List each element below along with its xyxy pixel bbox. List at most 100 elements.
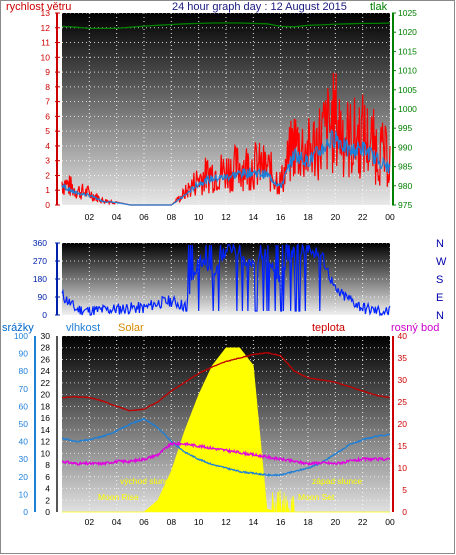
wind-tick-label: 8 bbox=[45, 82, 50, 92]
rain-tick-label: 70 bbox=[19, 384, 29, 394]
rain-tick-label: 80 bbox=[19, 366, 29, 376]
time-tick-label: 14 bbox=[249, 212, 259, 222]
time-tick-label: 20 bbox=[331, 212, 341, 222]
wind-tick-label: 0 bbox=[45, 200, 50, 210]
humidity-tick-label: 18 bbox=[41, 401, 51, 411]
direction-tick-label: 360 bbox=[33, 238, 47, 248]
time-tick-label: 16 bbox=[276, 517, 286, 527]
time-tick-label: 02 bbox=[85, 517, 95, 527]
compass-label: S bbox=[436, 274, 443, 286]
solar-area bbox=[62, 347, 390, 513]
wind-tick-label: 6 bbox=[45, 111, 50, 121]
time-tick-label: 10 bbox=[194, 212, 204, 222]
pressure-tick-label: 990 bbox=[398, 142, 412, 152]
humidity-tick-label: 10 bbox=[41, 448, 51, 458]
wind-tick-label: 11 bbox=[41, 38, 50, 48]
wind-axis-label: rychlost větru bbox=[6, 1, 71, 13]
compass-label: E bbox=[436, 292, 443, 304]
time-tick-label: 04 bbox=[112, 517, 122, 527]
pressure-tick-label: 995 bbox=[398, 123, 412, 133]
time-tick-label: 10 bbox=[194, 517, 204, 527]
humidity-tick-label: 16 bbox=[41, 413, 51, 423]
compass-label: W bbox=[436, 256, 447, 268]
humidity-tick-label: 30 bbox=[41, 331, 51, 341]
wind-tick-label: 4 bbox=[45, 141, 50, 151]
humidity-tick-label: 2 bbox=[45, 495, 50, 505]
wind-tick-label: 3 bbox=[45, 156, 50, 166]
pressure-tick-label: 985 bbox=[398, 162, 412, 172]
time-tick-label: 04 bbox=[112, 212, 122, 222]
time-tick-label: 14 bbox=[249, 517, 259, 527]
dewpoint-line bbox=[61, 440, 390, 467]
pressure-tick-label: 1000 bbox=[398, 104, 417, 114]
dewpoint-axis-label: rosný bod bbox=[391, 322, 439, 334]
pressure-tick-label: 1005 bbox=[398, 85, 417, 95]
temp-tick-label: 35 bbox=[398, 353, 408, 363]
pressure-tick-label: 975 bbox=[398, 200, 412, 210]
time-tick-label: 12 bbox=[221, 212, 231, 222]
time-tick-label: 22 bbox=[358, 212, 368, 222]
time-tick-label: 18 bbox=[303, 517, 313, 527]
time-tick-label: 20 bbox=[331, 517, 341, 527]
sunrise-label: východ slunce bbox=[120, 476, 174, 486]
humidity-tick-label: 0 bbox=[45, 507, 50, 517]
time-tick-label: 08 bbox=[167, 212, 177, 222]
wind-tick-label: 9 bbox=[45, 67, 50, 77]
direction-tick-label: 90 bbox=[38, 292, 48, 302]
compass-label: N bbox=[436, 238, 444, 250]
time-tick-label: 00 bbox=[385, 517, 395, 527]
humidity-line bbox=[61, 417, 390, 477]
moonrise-label: Moon Rise bbox=[98, 492, 139, 502]
direction-series-group bbox=[61, 242, 391, 317]
time-tick-label: 12 bbox=[221, 517, 231, 527]
wind-tick-label: 13 bbox=[41, 8, 51, 18]
humidity-tick-label: 14 bbox=[41, 425, 51, 435]
temperature-line bbox=[61, 351, 391, 412]
wind-tick-label: 1 bbox=[45, 185, 50, 195]
solar-axis-label: Solar bbox=[118, 322, 144, 334]
sunset-label: západ slunce bbox=[312, 476, 362, 486]
temp-tick-label: 0 bbox=[402, 507, 407, 517]
temp-tick-label: 25 bbox=[398, 397, 408, 407]
wind-tick-label: 10 bbox=[41, 52, 51, 62]
pressure-tick-label: 1010 bbox=[398, 66, 417, 76]
wind-average-line bbox=[61, 129, 391, 206]
humidity-tick-label: 26 bbox=[41, 354, 51, 364]
rain-axis-label: srážky bbox=[2, 322, 34, 334]
temp-tick-label: 5 bbox=[402, 485, 407, 495]
humidity-tick-label: 22 bbox=[41, 378, 51, 388]
rain-tick-label: 100 bbox=[14, 331, 28, 341]
rain-tick-label: 60 bbox=[19, 401, 29, 411]
moonset-label: Moon Set bbox=[298, 492, 335, 502]
temp-tick-label: 30 bbox=[398, 375, 408, 385]
pressure-tick-label: 1025 bbox=[398, 8, 417, 18]
rain-tick-label: 0 bbox=[23, 507, 28, 517]
wind-tick-label: 5 bbox=[45, 126, 50, 136]
humidity-tick-label: 28 bbox=[41, 343, 51, 353]
rain-tick-label: 50 bbox=[19, 419, 29, 429]
time-tick-label: 18 bbox=[303, 212, 313, 222]
chart-title: 24 hour graph day : 12 August 2015 bbox=[172, 1, 347, 13]
temp-series-group bbox=[61, 347, 391, 513]
time-tick-label: 08 bbox=[167, 517, 177, 527]
temp-tick-label: 40 bbox=[398, 331, 408, 341]
pressure-line bbox=[61, 22, 391, 30]
wind-tick-label: 12 bbox=[41, 23, 51, 33]
wind-series-group bbox=[61, 22, 391, 206]
time-tick-label: 06 bbox=[139, 517, 149, 527]
compass-label: N bbox=[436, 310, 444, 322]
wind-direction-line bbox=[61, 242, 391, 317]
temp-tick-label: 20 bbox=[398, 419, 408, 429]
rain-tick-label: 40 bbox=[19, 437, 29, 447]
time-tick-label: 16 bbox=[276, 212, 286, 222]
direction-tick-label: 180 bbox=[33, 274, 47, 284]
direction-tick-label: 0 bbox=[42, 310, 47, 320]
rain-tick-label: 30 bbox=[19, 454, 29, 464]
pressure-tick-label: 1020 bbox=[398, 27, 417, 37]
rain-tick-label: 90 bbox=[19, 349, 29, 359]
temp-tick-label: 10 bbox=[398, 463, 408, 473]
humidity-axis-label: vlhkost bbox=[66, 322, 100, 334]
rain-tick-label: 20 bbox=[19, 472, 29, 482]
time-tick-label: 02 bbox=[85, 212, 95, 222]
